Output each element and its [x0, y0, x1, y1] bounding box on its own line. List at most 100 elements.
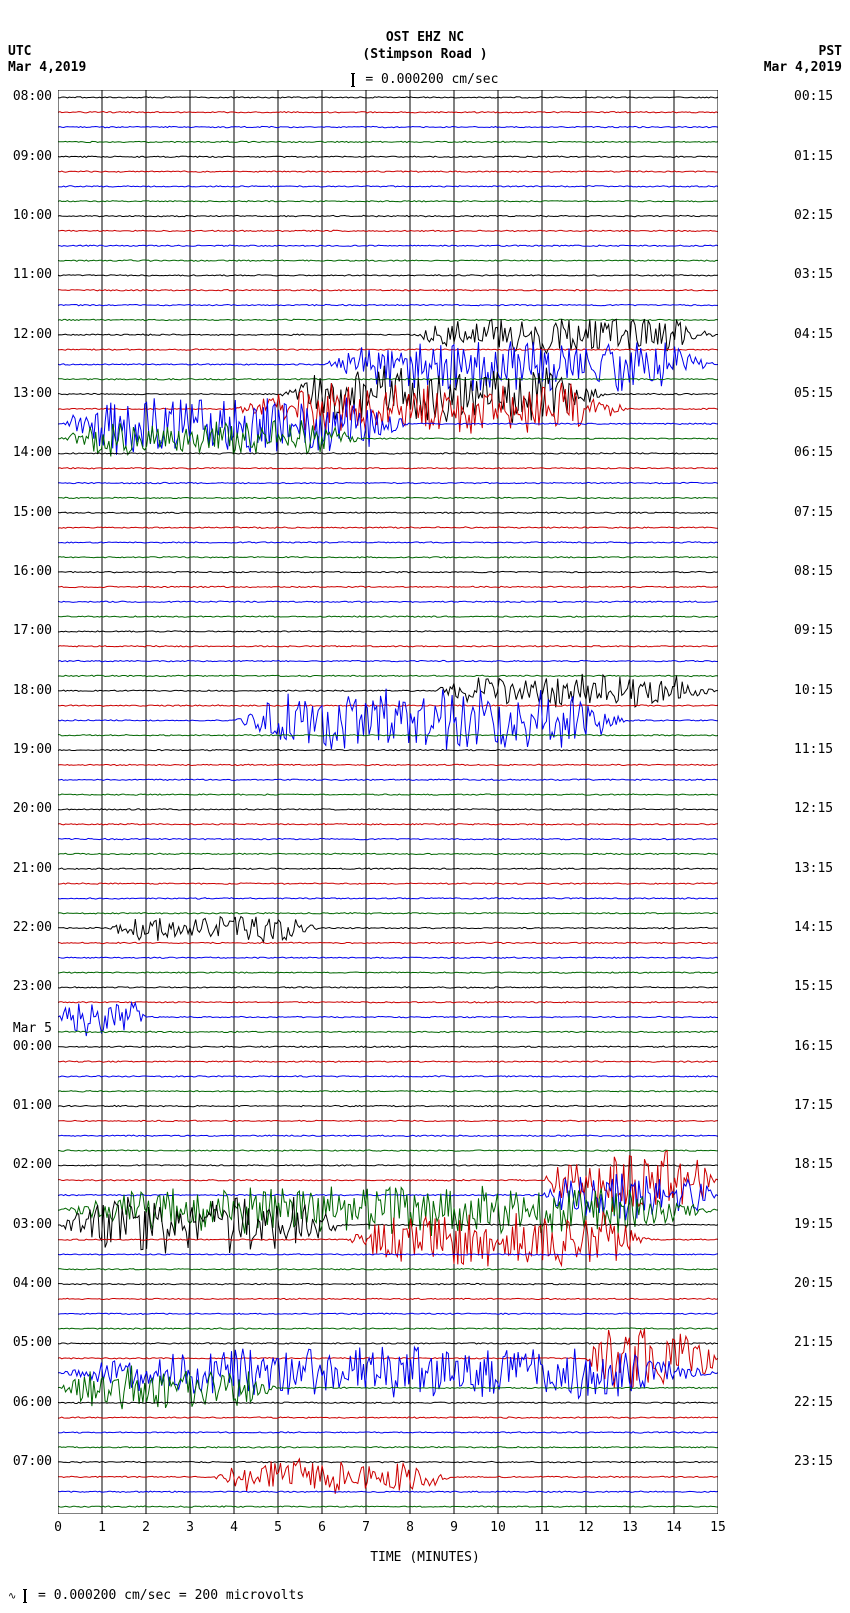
- trace-line: [58, 1328, 718, 1329]
- pst-tick-label: 04:15: [794, 327, 833, 342]
- pst-tick-label: 18:15: [794, 1157, 833, 1172]
- trace-line: [58, 1269, 718, 1270]
- utc-tick-label: 04:00: [13, 1276, 52, 1291]
- trace-line: [58, 319, 718, 320]
- utc-tick-label: 01:00: [13, 1098, 52, 1113]
- header-scale: = 0.000200 cm/sec: [0, 72, 850, 87]
- trace-line: [58, 512, 718, 513]
- pst-tick-label: 07:15: [794, 505, 833, 520]
- trace-line: [58, 1417, 718, 1418]
- plot-area: [58, 90, 718, 1514]
- x-tick-label: 8: [406, 1520, 414, 1535]
- trace-line: [58, 883, 718, 884]
- trace-line: [58, 156, 718, 157]
- utc-tick-label: 15:00: [13, 505, 52, 520]
- utc-tick-label: 09:00: [13, 149, 52, 164]
- trace-line: [58, 942, 718, 943]
- pst-tick-label: 19:15: [794, 1217, 833, 1232]
- footer-scale: ∿ = 0.000200 cm/sec = 200 microvolts: [8, 1588, 304, 1603]
- x-tick-label: 3: [186, 1520, 194, 1535]
- trace-line: [58, 1491, 718, 1492]
- pst-tick-label: 08:15: [794, 564, 833, 579]
- trace-line: [58, 586, 718, 587]
- utc-tick-label: 22:00: [13, 920, 52, 935]
- trace-line: [58, 674, 718, 707]
- trace-line: [58, 126, 718, 128]
- trace-line: [58, 675, 718, 676]
- trace-line: [58, 1031, 718, 1032]
- trace-line: [58, 97, 718, 98]
- utc-tick-label: 00:00: [13, 1039, 52, 1054]
- trace-line: [58, 245, 718, 246]
- helicorder-chart: OST EHZ NC (Stimpson Road ) = 0.000200 c…: [0, 0, 850, 1613]
- trace-line: [58, 794, 718, 795]
- trace-line: [58, 1506, 718, 1507]
- helicorder-svg: [58, 90, 718, 1514]
- trace-line: [58, 230, 718, 231]
- pst-tick-label: 20:15: [794, 1276, 833, 1291]
- x-tick-label: 9: [450, 1520, 458, 1535]
- x-tick-label: 4: [230, 1520, 238, 1535]
- trace-line: [58, 379, 718, 380]
- scale-bar-icon: [24, 1589, 26, 1603]
- x-axis-label: TIME (MINUTES): [0, 1550, 850, 1565]
- trace-line: [58, 1347, 718, 1398]
- utc-tick-label: 02:00: [13, 1157, 52, 1172]
- pst-tick-label: 22:15: [794, 1395, 833, 1410]
- pst-label: PST: [819, 44, 842, 59]
- pst-tick-label: 15:15: [794, 979, 833, 994]
- utc-tick-label: 18:00: [13, 683, 52, 698]
- utc-tick-label: 14:00: [13, 445, 52, 460]
- trace-line: [58, 838, 718, 839]
- trace-line: [58, 631, 718, 632]
- trace-line: [58, 660, 718, 661]
- trace-line: [58, 542, 718, 543]
- trace-line: [58, 1298, 718, 1299]
- pst-tick-label: 14:15: [794, 920, 833, 935]
- pst-tick-label: 02:15: [794, 208, 833, 223]
- x-tick-label: 11: [534, 1520, 550, 1535]
- trace-line: [58, 898, 718, 899]
- trace-line: [58, 1150, 718, 1151]
- trace-line: [58, 112, 718, 114]
- pst-tick-label: 00:15: [794, 89, 833, 104]
- trace-line: [58, 275, 718, 276]
- x-tick-label: 14: [666, 1520, 682, 1535]
- utc-axis-ticks: 08:0009:0010:0011:0012:0013:0014:0015:00…: [8, 90, 56, 1514]
- trace-line: [58, 957, 718, 959]
- trace-line: [58, 917, 718, 943]
- utc-tick-label: 23:00: [13, 979, 52, 994]
- trace-line: [58, 689, 718, 750]
- trace-line: [58, 141, 718, 142]
- trace-line: [58, 853, 718, 854]
- trace-line: [58, 987, 718, 989]
- trace-line: [58, 1283, 718, 1284]
- trace-line: [58, 171, 718, 172]
- trace-line: [58, 913, 718, 914]
- x-tick-label: 12: [578, 1520, 594, 1535]
- trace-line: [58, 868, 718, 870]
- utc-tick-label: 10:00: [13, 208, 52, 223]
- station-location: (Stimpson Road ): [0, 47, 850, 62]
- utc-tick-label: 20:00: [13, 801, 52, 816]
- trace-line: [58, 779, 718, 781]
- trace-line: [58, 319, 718, 353]
- trace-line: [58, 1091, 718, 1093]
- utc-tick-label: 13:00: [13, 386, 52, 401]
- trace-line: [58, 482, 718, 483]
- pst-tick-label: 05:15: [794, 386, 833, 401]
- utc-tick-label: 08:00: [13, 89, 52, 104]
- trace-line: [58, 1105, 718, 1107]
- trace-line: [58, 260, 718, 261]
- pst-tick-label: 06:15: [794, 445, 833, 460]
- trace-line: [58, 1313, 718, 1314]
- trace-line: [58, 972, 718, 973]
- trace-line: [58, 304, 718, 305]
- utc-tick-label: 07:00: [13, 1454, 52, 1469]
- trace-line: [58, 468, 718, 469]
- trace-line: [58, 1046, 718, 1047]
- trace-line: [58, 215, 718, 217]
- utc-tick-label: 21:00: [13, 861, 52, 876]
- x-tick-label: 0: [54, 1520, 62, 1535]
- trace-line: [58, 646, 718, 647]
